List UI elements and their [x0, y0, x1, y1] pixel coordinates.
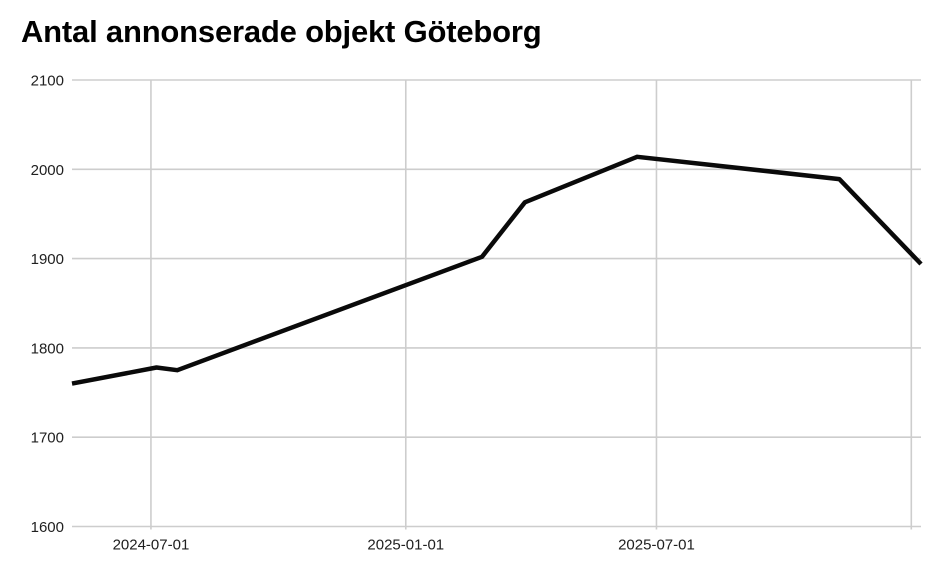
y-tick-label: 1800: [31, 340, 64, 357]
y-tick-label: 2100: [31, 73, 64, 90]
y-tick-label: 1600: [31, 519, 64, 536]
x-tick-label: 2024-07-01: [113, 537, 190, 554]
x-tick-label: 2025-01-01: [367, 537, 444, 554]
y-tick-label: 1900: [31, 251, 64, 268]
y-tick-label: 1700: [31, 430, 64, 447]
series-line: [71, 154, 923, 386]
chart-title: Antal annonserade objekt Göteborg: [21, 14, 542, 49]
x-tick-label: 2025-07-01: [618, 537, 695, 554]
y-tick-label: 2000: [31, 162, 64, 179]
